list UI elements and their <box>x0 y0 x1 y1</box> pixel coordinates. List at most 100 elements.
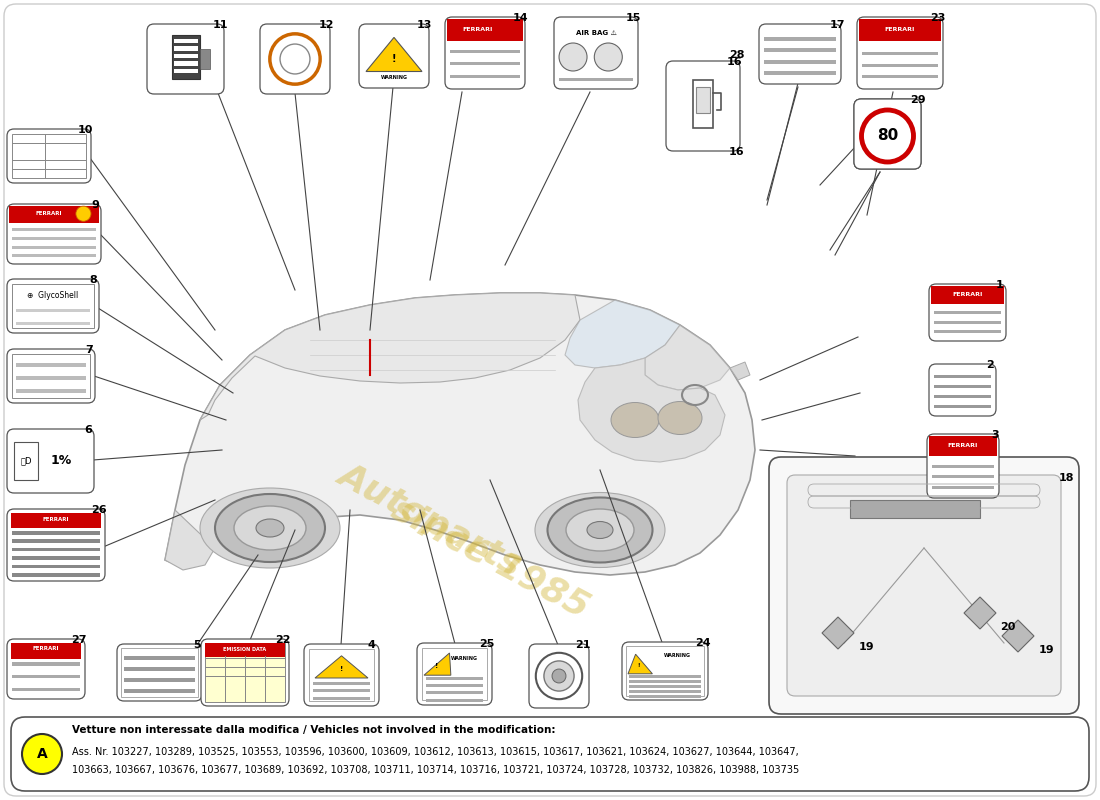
Bar <box>124 667 195 671</box>
Text: 13: 13 <box>416 20 431 30</box>
FancyBboxPatch shape <box>759 24 842 84</box>
Bar <box>450 50 520 53</box>
Bar <box>205 643 285 658</box>
Polygon shape <box>645 325 730 390</box>
Text: Vetture non interessate dalla modifica / Vehicles not involved in the modificati: Vetture non interessate dalla modifica /… <box>72 725 556 735</box>
FancyBboxPatch shape <box>854 99 921 169</box>
Text: 15: 15 <box>625 13 640 23</box>
Bar <box>205 643 285 702</box>
Bar <box>629 685 701 688</box>
Circle shape <box>543 661 574 691</box>
Text: !: ! <box>392 54 396 64</box>
Text: ⬛D: ⬛D <box>21 457 33 466</box>
Polygon shape <box>578 358 725 462</box>
Text: 23: 23 <box>931 13 946 23</box>
Bar <box>862 51 938 54</box>
FancyBboxPatch shape <box>260 24 330 94</box>
Ellipse shape <box>566 509 634 551</box>
FancyBboxPatch shape <box>117 644 202 701</box>
Bar <box>12 573 100 577</box>
Bar <box>764 60 836 64</box>
Bar <box>16 363 86 366</box>
Bar <box>12 254 96 258</box>
Circle shape <box>552 669 567 683</box>
Text: 80: 80 <box>877 129 898 143</box>
Bar <box>174 61 198 66</box>
Text: AIR BAG ⚠: AIR BAG ⚠ <box>575 30 616 36</box>
Bar <box>764 71 836 75</box>
Bar <box>12 160 86 162</box>
Bar <box>12 284 94 328</box>
FancyBboxPatch shape <box>666 61 740 151</box>
FancyBboxPatch shape <box>621 642 708 700</box>
FancyBboxPatch shape <box>769 457 1079 714</box>
Bar <box>626 646 704 696</box>
FancyBboxPatch shape <box>930 364 996 416</box>
Bar <box>124 689 195 693</box>
Text: 1: 1 <box>997 280 1004 290</box>
Bar <box>12 565 100 568</box>
Bar <box>11 513 101 528</box>
Bar <box>174 54 198 58</box>
Polygon shape <box>822 617 854 649</box>
FancyBboxPatch shape <box>854 99 921 169</box>
FancyBboxPatch shape <box>7 129 91 183</box>
Bar <box>932 475 994 478</box>
Bar <box>205 694 285 695</box>
Bar <box>12 548 100 551</box>
Bar <box>934 330 1001 333</box>
Text: 2: 2 <box>986 360 994 370</box>
Bar <box>12 237 96 240</box>
Bar <box>12 674 80 678</box>
Ellipse shape <box>256 519 284 537</box>
Bar <box>12 556 100 560</box>
Bar <box>16 376 86 379</box>
Text: 103663, 103667, 103676, 103677, 103689, 103692, 103708, 103711, 103714, 103716, : 103663, 103667, 103676, 103677, 103689, … <box>72 765 800 775</box>
Bar <box>12 152 86 153</box>
Circle shape <box>76 206 91 222</box>
Bar <box>934 321 1001 324</box>
Text: 4: 4 <box>367 640 375 650</box>
FancyBboxPatch shape <box>446 17 525 89</box>
Polygon shape <box>1002 620 1034 652</box>
Polygon shape <box>200 293 580 420</box>
Text: FERRARI: FERRARI <box>43 517 69 522</box>
Bar <box>764 37 836 41</box>
Bar <box>199 49 209 69</box>
FancyBboxPatch shape <box>201 639 289 706</box>
FancyBboxPatch shape <box>7 279 99 333</box>
Bar <box>450 74 520 78</box>
Text: Autoparts: Autoparts <box>332 458 528 582</box>
Ellipse shape <box>587 522 613 538</box>
FancyBboxPatch shape <box>7 429 94 493</box>
Bar <box>14 442 37 479</box>
Circle shape <box>270 34 320 84</box>
Bar <box>314 697 370 699</box>
Bar <box>862 75 938 78</box>
Bar <box>9 206 99 223</box>
Bar <box>314 682 370 685</box>
Polygon shape <box>165 293 755 575</box>
Bar <box>205 676 285 677</box>
Circle shape <box>594 43 623 71</box>
Text: 10: 10 <box>77 125 92 135</box>
Polygon shape <box>366 38 422 71</box>
Text: 19: 19 <box>858 642 873 652</box>
Text: 18: 18 <box>1058 473 1074 483</box>
Bar <box>12 531 100 534</box>
Text: 25: 25 <box>480 639 495 649</box>
Text: !: ! <box>340 666 343 672</box>
Text: A: A <box>36 747 47 761</box>
Text: EMISSION DATA: EMISSION DATA <box>223 646 266 651</box>
Text: WARNING: WARNING <box>664 653 691 658</box>
Polygon shape <box>730 362 750 380</box>
Polygon shape <box>315 656 368 678</box>
FancyBboxPatch shape <box>7 639 85 699</box>
Polygon shape <box>424 653 451 675</box>
Bar <box>693 80 713 128</box>
Circle shape <box>861 110 913 162</box>
Bar <box>309 649 374 701</box>
Text: since 1985: since 1985 <box>385 492 594 624</box>
Bar <box>629 680 701 683</box>
Bar <box>934 405 991 408</box>
